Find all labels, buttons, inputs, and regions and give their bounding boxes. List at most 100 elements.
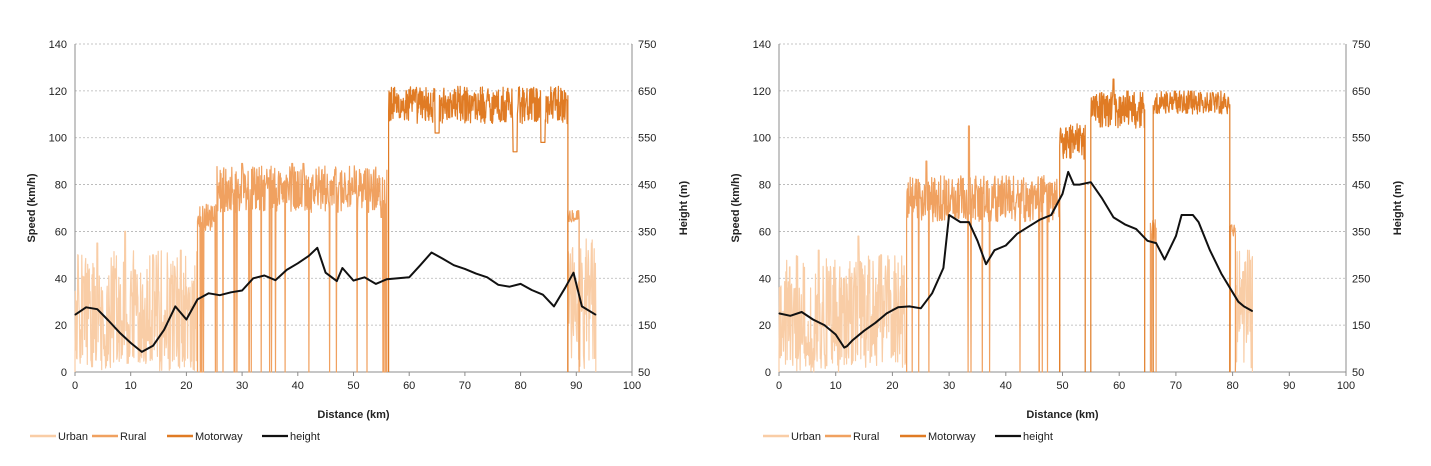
height-point [993, 249, 996, 251]
height-point [336, 280, 338, 282]
height-point [1027, 226, 1030, 228]
height-point [453, 264, 455, 266]
legend-label-motorway: Motorway [195, 431, 243, 443]
height-point [397, 277, 399, 279]
height-point [835, 333, 837, 336]
x-tick-label: 50 [1056, 380, 1068, 392]
series-urban-line [1234, 249, 1253, 372]
legend-label-motorway: Motorway [928, 431, 976, 443]
height-point [1112, 216, 1115, 218]
series-motorway-line [388, 85, 569, 372]
y2-tick-label: 450 [1352, 180, 1370, 192]
height-point [219, 294, 221, 296]
height-point [252, 277, 254, 279]
y-tick-label: 60 [759, 226, 771, 238]
height-point [1067, 171, 1069, 173]
y2-tick-label: 250 [638, 273, 656, 285]
height-point [316, 247, 318, 249]
height-point [1078, 184, 1081, 186]
height-point [959, 221, 962, 223]
height-point [553, 305, 555, 307]
height-point [1164, 258, 1166, 261]
height-point [968, 221, 970, 223]
height-point [886, 312, 888, 314]
x-tick-label: 50 [347, 380, 359, 392]
height-point [375, 283, 377, 285]
height-point [85, 306, 87, 308]
height-point [520, 283, 522, 285]
x-tick-label: 20 [886, 380, 898, 392]
series-rural-line [906, 125, 1061, 373]
height-point [96, 308, 98, 310]
height-point [812, 318, 814, 321]
height-point [364, 276, 366, 278]
y2-tick-label: 350 [638, 226, 656, 238]
height-point [531, 289, 533, 291]
x-tick-label: 90 [570, 380, 582, 392]
x-tick-label: 40 [292, 380, 304, 392]
height-point [464, 268, 466, 270]
y2-axis-title: Height (m) [1392, 180, 1404, 235]
height-point [1146, 240, 1149, 242]
x-axis-title: Distance (km) [317, 409, 389, 421]
height-point [107, 319, 109, 322]
y2-tick-label: 350 [1352, 226, 1370, 238]
x-tick-label: 80 [1226, 380, 1238, 392]
height-point [897, 306, 899, 308]
legend-label-height: height [290, 431, 320, 443]
legend-label-urban: Urban [791, 431, 821, 443]
height-point [1175, 235, 1177, 237]
x-axis-title: Distance (km) [1026, 409, 1098, 421]
height-point [1232, 291, 1234, 293]
series-rural-line [1229, 224, 1236, 373]
height-point [595, 314, 597, 316]
height-point [174, 305, 176, 307]
height-point [430, 251, 433, 254]
height-point [419, 264, 421, 266]
height-point [564, 287, 566, 289]
height-point [843, 347, 845, 349]
height-point [801, 311, 803, 313]
height-point [1050, 214, 1052, 216]
x-tick-label: 100 [1337, 380, 1355, 392]
height-point [931, 292, 933, 294]
height-point [163, 329, 165, 331]
height-point [778, 312, 780, 314]
height-point [948, 214, 950, 216]
x-tick-label: 20 [180, 380, 192, 392]
height-point [274, 279, 277, 281]
height-point [1181, 214, 1183, 216]
height-point [196, 298, 199, 300]
height-point [942, 267, 945, 269]
y-axis-title: Speed (km/h) [26, 173, 38, 242]
height-point [1101, 198, 1103, 200]
height-point [976, 240, 979, 242]
series-urban-line [567, 238, 597, 372]
height-point [920, 307, 922, 309]
height-point [286, 269, 288, 271]
y-tick-label: 0 [61, 367, 67, 379]
x-tick-label: 40 [1000, 380, 1012, 392]
height-point [263, 274, 265, 277]
legend-label-rural: Rural [853, 431, 879, 443]
x-tick-label: 90 [1283, 380, 1295, 392]
height-point [1005, 244, 1007, 247]
height-point [1124, 223, 1126, 225]
y-tick-label: 120 [49, 86, 67, 98]
y2-tick-label: 450 [638, 180, 656, 192]
height-point [1135, 228, 1137, 230]
height-point [497, 284, 499, 286]
y2-tick-label: 150 [638, 320, 656, 332]
height-point [852, 339, 854, 341]
height-point [308, 255, 310, 257]
height-point [408, 276, 410, 278]
height-point [386, 278, 388, 280]
height-point [352, 280, 355, 282]
height-point [874, 322, 877, 324]
legend-label-height: height [1023, 431, 1053, 443]
height-point [486, 276, 488, 278]
y-axis-title: Speed (km/h) [730, 173, 742, 242]
height-point [1243, 305, 1245, 307]
y-tick-label: 100 [49, 133, 67, 145]
